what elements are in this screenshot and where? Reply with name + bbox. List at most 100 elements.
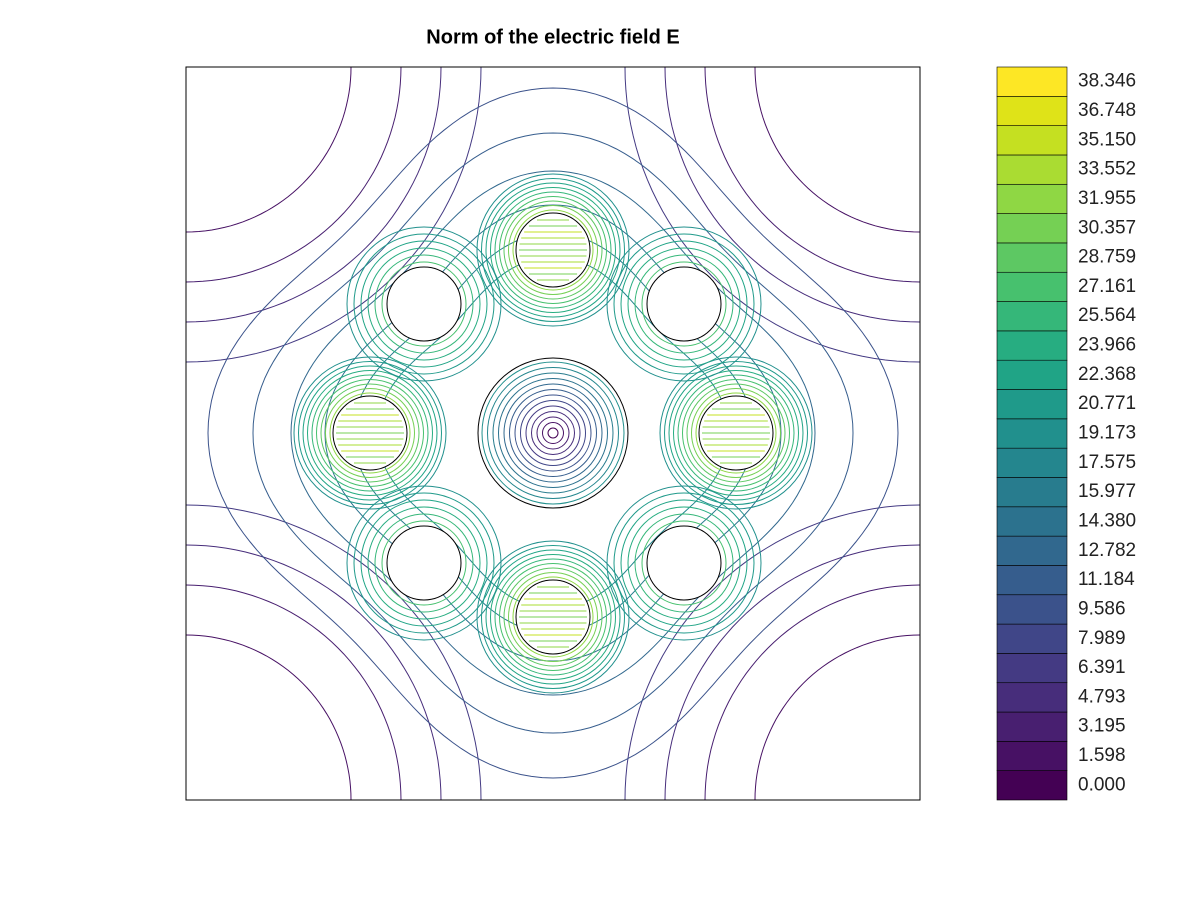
colorbar-swatch [996,301,1068,332]
contour-line [503,567,603,667]
contour-line [494,558,612,676]
contour-line [324,204,782,662]
contour-line [374,513,474,613]
colorbar-swatch [996,535,1068,566]
contour-line [508,572,599,662]
contour-line [185,66,442,323]
colorbar-swatch [996,565,1068,596]
contour-line [290,170,816,696]
colorbar-label: 31.955 [1078,188,1136,209]
contour-line [481,361,625,505]
contour-line [525,405,581,461]
colorbar-swatch [996,770,1068,801]
contour-line [185,544,442,801]
contour-line [485,549,621,685]
contour-line [536,416,570,450]
contour-line [691,388,782,478]
contour-line [307,370,434,496]
colorbar-swatch [996,213,1068,244]
contour-line [490,554,617,680]
colorbar-swatch [996,154,1068,185]
contour-line [481,545,626,689]
colorbar-label: 20.771 [1078,393,1136,414]
contour-line [542,422,565,444]
colorbar-label: 7.989 [1078,628,1126,649]
contour-line [520,400,587,466]
contour-line [298,361,443,505]
colorbar-swatch [996,418,1068,449]
contour-line [508,205,599,295]
colorbar-label: 27.161 [1078,276,1136,297]
contour-line [503,383,603,483]
colorbar-label: 15.977 [1078,481,1136,502]
colorbar-label: 19.173 [1078,423,1136,444]
colorbar-label: 3.195 [1078,716,1126,737]
contour-line [353,492,495,634]
colorbar-swatch [996,242,1068,273]
contour-line [346,485,502,641]
colorbar-swatch [996,506,1068,537]
plot-frame [185,66,921,801]
contour-line [668,365,804,501]
central-conductor [477,357,629,509]
contour-line [664,544,921,801]
colorbar-swatch [996,741,1068,771]
conductor-hole [646,266,722,342]
contour-line [512,576,594,658]
contour-line [485,182,621,318]
contour-line [374,254,474,354]
contour-line [185,504,482,801]
colorbar-label: 36.748 [1078,100,1136,121]
contour-line [613,492,755,634]
colorbar-swatch [996,594,1068,625]
contour-line [367,506,481,620]
contour-line [664,66,921,323]
colorbar-swatch [996,66,1068,97]
contour-line [367,247,481,361]
contour-line [606,226,762,382]
contour-line [490,187,617,313]
contour-line [320,383,420,483]
contour-line [620,240,748,368]
contour-line [641,520,727,606]
contour-line [514,394,592,472]
colorbar-label: 23.966 [1078,335,1136,356]
contour-line [329,392,411,474]
colorbar-label: 30.357 [1078,217,1136,238]
colorbar-swatch [996,447,1068,478]
colorbar-swatch [996,682,1068,713]
colorbar-label: 17.575 [1078,452,1136,473]
conductor-hole [646,525,722,601]
contour-line [360,499,488,627]
contour-line [499,196,608,304]
contour-line [704,584,921,801]
colorbar-swatch [996,271,1068,302]
colorbar-label: 0.000 [1078,774,1126,795]
colorbar-swatch [996,477,1068,508]
contour-line [624,66,921,363]
contour-line [606,485,762,641]
contour-line [686,383,786,483]
contour-line [634,513,734,613]
contour-line [353,233,495,375]
colorbar-label: 33.552 [1078,159,1136,180]
contour-line [293,356,447,510]
colorbar-label: 12.782 [1078,540,1136,561]
colorbar-swatch [996,96,1068,126]
contour-line [682,379,791,487]
contour-line [481,178,626,322]
contour-line [659,356,813,510]
contour-line [316,379,425,487]
contour-line [509,389,598,477]
contour-line [627,247,741,361]
contour-line [185,634,352,801]
colorbar-swatch [996,653,1068,684]
contour-line [503,200,603,300]
colorbar-label: 35.150 [1078,129,1136,150]
colorbar-label: 6.391 [1078,657,1126,678]
contour-line [673,370,800,496]
contour-line [677,374,795,492]
colorbar-label: 4.793 [1078,686,1126,707]
contour-line [487,367,620,499]
colorbar-label: 25.564 [1078,305,1137,326]
